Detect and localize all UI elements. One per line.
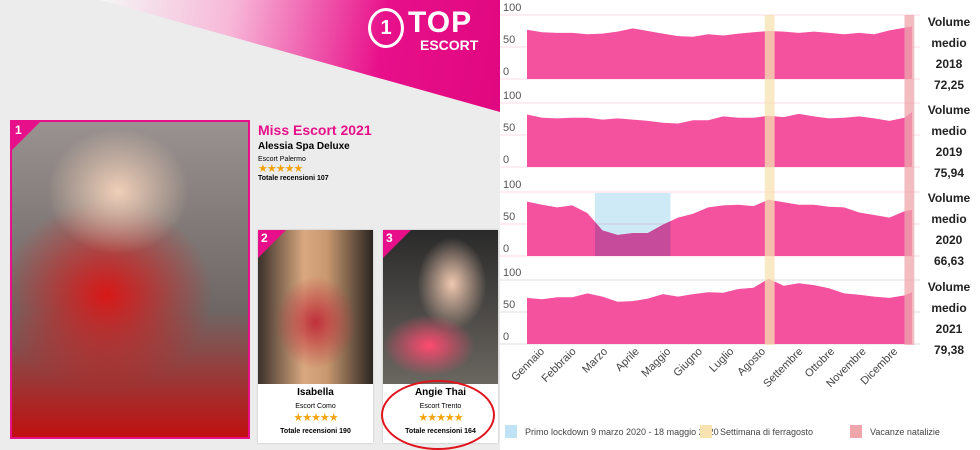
average-label-line: 75,94: [933, 166, 965, 180]
legend-label: Vacanze natalizie: [870, 427, 940, 437]
rank-number: 3: [386, 231, 393, 245]
month-label: Giugno: [671, 346, 705, 380]
average-label-line: medio 2021: [931, 301, 967, 336]
y-tick-label: 50: [503, 122, 515, 134]
y-tick-label: 0: [503, 66, 509, 78]
y-tick-label: 0: [503, 154, 509, 166]
average-label-line: Volume: [927, 191, 971, 205]
area-series-2019: [527, 112, 912, 167]
winner-name[interactable]: Alessia Spa Deluxe: [258, 141, 350, 152]
logo-top-text: TOP: [408, 6, 473, 39]
y-tick-label: 100: [503, 90, 521, 102]
average-label-line: 66,63: [933, 254, 965, 268]
y-tick-label: 50: [503, 299, 515, 311]
average-label-line: medio 2019: [931, 124, 967, 159]
month-label: Settembre: [761, 346, 805, 390]
legend-swatch: [505, 425, 517, 438]
average-label-line: 72,25: [933, 78, 965, 92]
month-label: Maggio: [639, 346, 673, 380]
top-escort-logo[interactable]: 1 TOP ESCORT: [368, 6, 478, 56]
winner-reviews: Totale recensioni 107: [258, 175, 329, 182]
winner-info: Miss Escort 2021 Alessia Spa Deluxe Esco…: [258, 122, 372, 182]
average-label-line: medio 2020: [931, 212, 967, 247]
month-label: Agosto: [735, 346, 768, 379]
average-label: Volume medio 2021 79,38: [918, 277, 980, 361]
average-label: Volume medio 2018 72,25: [918, 12, 980, 96]
y-tick-label: 0: [503, 243, 509, 255]
average-label: Volume medio 2020 66,63: [918, 188, 980, 272]
y-tick-label: 50: [503, 34, 515, 46]
winner-title: Miss Escort 2021: [258, 122, 372, 138]
escort-card[interactable]: 2 Isabella Escort Como ★★★★★ Totale rece…: [258, 230, 373, 443]
card-name: Isabella: [297, 387, 334, 398]
card-city: Escort Como: [295, 403, 336, 410]
month-label: Febbraio: [539, 346, 578, 385]
logo-sub-text: ESCORT: [420, 37, 479, 53]
rank-number: 2: [261, 231, 268, 245]
winner-city: Escort Palermo: [258, 156, 306, 163]
average-label: Volume medio 2019 75,94: [918, 100, 980, 184]
rank-number: 1: [15, 123, 22, 137]
legend-swatch: [850, 425, 862, 438]
average-label-line: Volume: [927, 280, 971, 294]
winner-photo[interactable]: 1: [10, 120, 250, 439]
y-tick-label: 100: [503, 267, 521, 279]
area-series-2018: [527, 26, 912, 79]
area-series-2020: [527, 199, 912, 256]
rank-badge: 2: [258, 230, 286, 258]
legend-swatch: [700, 425, 712, 438]
rank-badge: 3: [383, 230, 411, 258]
y-tick-label: 50: [503, 211, 515, 223]
average-label-line: Volume: [927, 103, 971, 117]
card-photo[interactable]: 2: [258, 230, 373, 384]
average-label-line: Volume: [927, 15, 971, 29]
band-2: [904, 15, 915, 345]
rank-badge: 1: [12, 122, 40, 150]
month-label: Aprile: [613, 346, 641, 374]
y-tick-label: 0: [503, 331, 509, 343]
area-series-2021: [527, 278, 912, 344]
card-reviews: Totale recensioni 190: [280, 428, 351, 435]
highlight-circle: [381, 380, 495, 450]
card-photo[interactable]: 3: [383, 230, 498, 384]
logo-badge-icon: 1: [368, 8, 404, 48]
band-1: [764, 15, 775, 345]
star-rating-icon: ★★★★★: [258, 163, 303, 175]
legend-label: Primo lockdown 9 marzo 2020 - 18 maggio …: [525, 427, 719, 437]
band-0: [594, 193, 671, 256]
star-rating-icon: ★★★★★: [293, 412, 338, 424]
month-label: Marzo: [580, 346, 610, 376]
top-escort-panel: 1 TOP ESCORT 1 Miss Escort 2021 Alessia …: [0, 0, 500, 450]
y-tick-label: 100: [503, 2, 521, 14]
average-label-line: 79,38: [933, 343, 965, 357]
month-label: Luglio: [707, 346, 736, 375]
average-label-line: medio 2018: [931, 36, 967, 71]
legend-label: Settimana di ferragosto: [720, 427, 813, 437]
y-tick-label: 100: [503, 179, 521, 191]
